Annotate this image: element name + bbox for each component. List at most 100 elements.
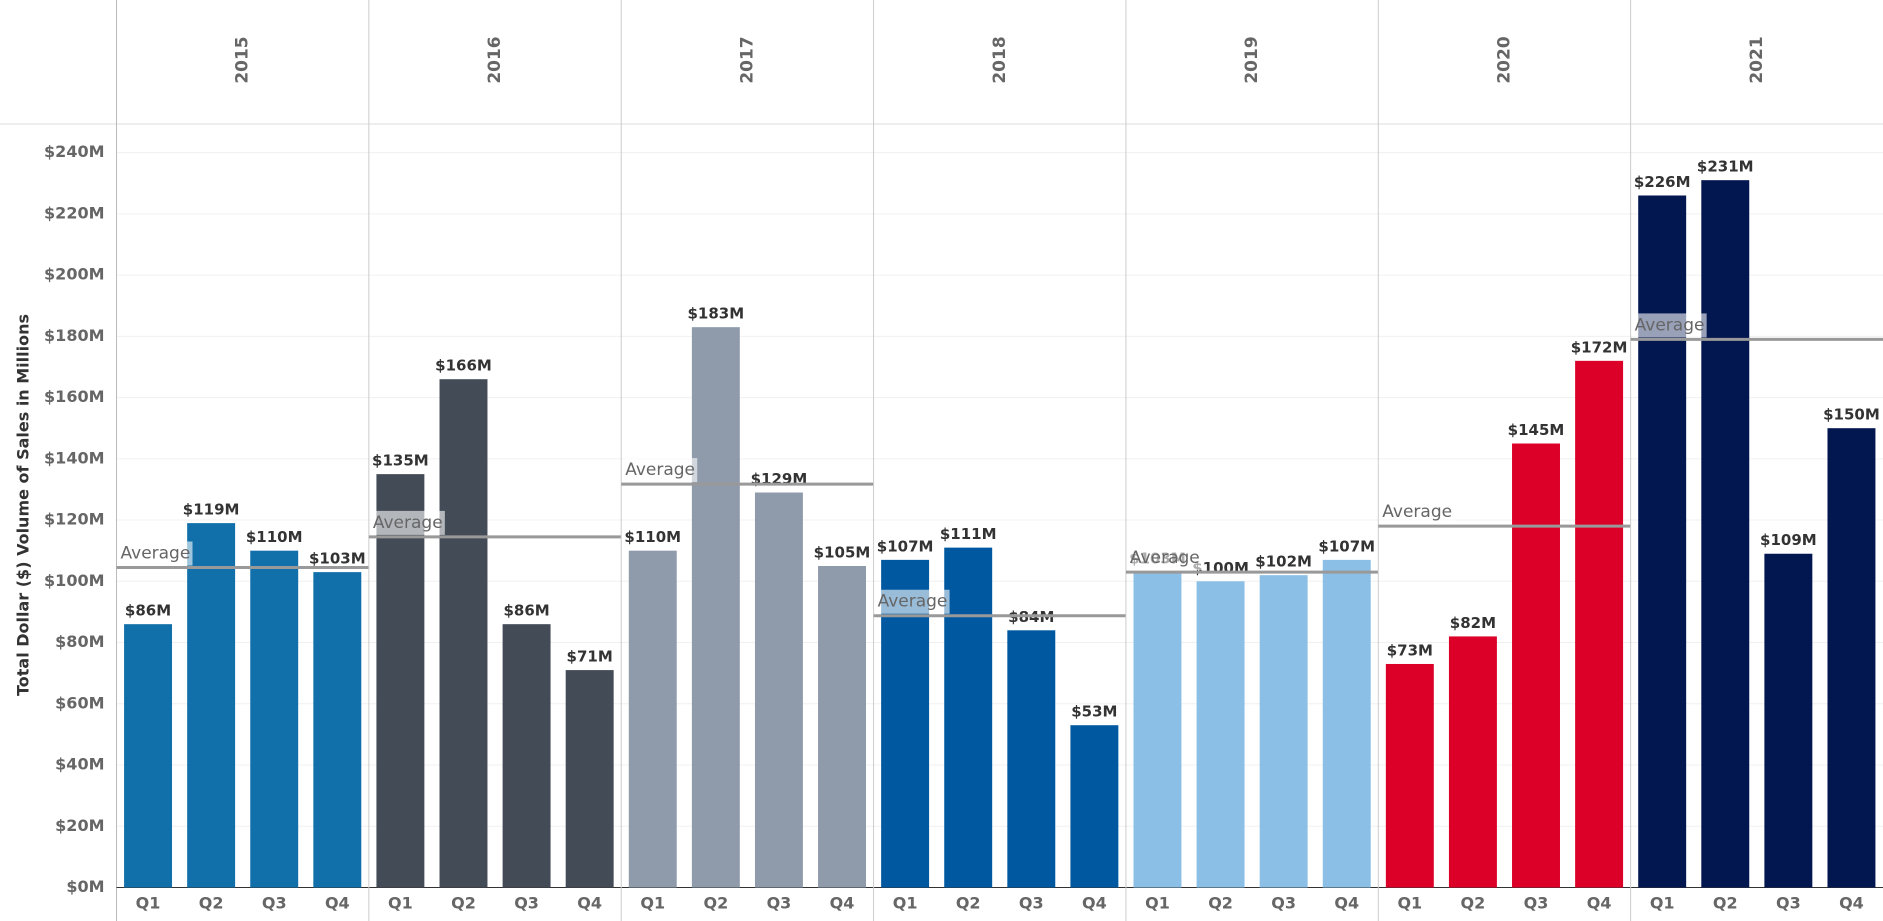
bar bbox=[502, 624, 551, 888]
average-label: Average bbox=[121, 544, 191, 564]
bar bbox=[691, 327, 740, 888]
x-tick-label: Q2 bbox=[703, 894, 728, 913]
bar bbox=[1512, 443, 1560, 888]
x-tick-label: Q1 bbox=[1397, 894, 1422, 913]
bar bbox=[1764, 553, 1813, 888]
value-label: $102M bbox=[1255, 553, 1312, 571]
value-label: $107M bbox=[1318, 537, 1375, 555]
value-label: $119M bbox=[183, 501, 240, 519]
y-tick-label: $160M bbox=[44, 387, 104, 406]
average-label: Average bbox=[625, 460, 695, 480]
y-tick-label: $120M bbox=[44, 510, 104, 529]
year-label: 2015 bbox=[233, 36, 253, 83]
value-label: $86M bbox=[125, 602, 171, 620]
y-tick-label: $100M bbox=[44, 571, 104, 590]
y-tick-label: $40M bbox=[55, 755, 104, 774]
x-tick-label: Q3 bbox=[767, 894, 792, 913]
value-label: $110M bbox=[624, 528, 681, 546]
bar bbox=[944, 547, 993, 888]
y-tick-label: $80M bbox=[55, 632, 104, 651]
value-label: $172M bbox=[1571, 338, 1628, 356]
value-label: $145M bbox=[1508, 421, 1565, 439]
x-tick-label: Q3 bbox=[1019, 894, 1044, 913]
y-axis-label: Total Dollar ($) Volume of Sales in Mill… bbox=[14, 314, 33, 696]
value-label: $105M bbox=[814, 543, 871, 561]
bar bbox=[818, 565, 867, 888]
average-label-bg bbox=[875, 589, 950, 614]
x-tick-label: Q4 bbox=[1082, 894, 1107, 913]
y-tick-label: $220M bbox=[44, 203, 104, 222]
y-tick-label: $60M bbox=[55, 693, 104, 712]
average-label-bg bbox=[623, 458, 698, 483]
x-tick-label: Q4 bbox=[1334, 894, 1359, 913]
x-tick-label: Q4 bbox=[1839, 894, 1864, 913]
x-tick-label: Q1 bbox=[893, 894, 918, 913]
value-label: $226M bbox=[1634, 173, 1691, 191]
y-tick-label: $20M bbox=[55, 816, 104, 835]
x-tick-label: Q2 bbox=[1713, 894, 1738, 913]
bar bbox=[187, 523, 236, 888]
y-tick-label: $200M bbox=[44, 265, 104, 284]
x-tick-label: Q1 bbox=[640, 894, 665, 913]
x-tick-label: Q2 bbox=[199, 894, 224, 913]
x-tick-label: Q3 bbox=[1271, 894, 1296, 913]
value-label: $183M bbox=[688, 305, 745, 323]
x-tick-label: Q4 bbox=[1587, 894, 1612, 913]
average-label-bg bbox=[1380, 500, 1455, 525]
bar bbox=[313, 572, 362, 888]
value-label: $166M bbox=[435, 357, 492, 375]
y-tick-label: $240M bbox=[44, 142, 104, 161]
y-tick-label: $140M bbox=[44, 448, 104, 467]
average-label: Average bbox=[373, 513, 443, 533]
value-label: $110M bbox=[246, 528, 303, 546]
value-label: $111M bbox=[940, 525, 997, 543]
year-label: 2019 bbox=[1242, 36, 1262, 83]
average-label-bg bbox=[1127, 546, 1202, 571]
bar bbox=[250, 550, 299, 888]
year-label: 2017 bbox=[737, 36, 757, 83]
value-label: $73M bbox=[1387, 641, 1433, 659]
year-label: 2020 bbox=[1494, 36, 1514, 83]
y-tick-label: $0M bbox=[66, 877, 104, 896]
x-tick-label: Q3 bbox=[1776, 894, 1801, 913]
x-tick-label: Q4 bbox=[325, 894, 350, 913]
year-label: 2016 bbox=[485, 36, 505, 83]
x-tick-label: Q2 bbox=[1208, 894, 1233, 913]
value-label: $103M bbox=[309, 550, 366, 568]
bar bbox=[439, 379, 488, 888]
x-tick-label: Q2 bbox=[1461, 894, 1486, 913]
bar bbox=[1575, 360, 1624, 888]
bar bbox=[1448, 636, 1497, 888]
average-label: Average bbox=[1635, 315, 1705, 335]
bar bbox=[1133, 572, 1182, 888]
year-label: 2018 bbox=[990, 36, 1010, 83]
bar bbox=[1322, 559, 1371, 888]
bar bbox=[376, 474, 425, 888]
bar bbox=[1259, 575, 1308, 888]
bar bbox=[1007, 630, 1056, 888]
year-label: 2021 bbox=[1747, 36, 1767, 83]
bar bbox=[754, 492, 803, 888]
value-label: $71M bbox=[567, 648, 613, 666]
x-tick-label: Q1 bbox=[388, 894, 413, 913]
bar bbox=[1196, 581, 1245, 888]
average-label: Average bbox=[1382, 502, 1452, 522]
x-tick-label: Q4 bbox=[577, 894, 602, 913]
x-tick-label: Q3 bbox=[262, 894, 287, 913]
value-label: $150M bbox=[1823, 406, 1880, 424]
x-tick-label: Q3 bbox=[514, 894, 539, 913]
value-label: $231M bbox=[1697, 158, 1754, 176]
value-label: $107M bbox=[877, 537, 934, 555]
x-tick-label: Q3 bbox=[1524, 894, 1549, 913]
value-label: $82M bbox=[1450, 614, 1496, 632]
average-label-bg bbox=[118, 541, 193, 566]
x-tick-label: Q1 bbox=[1145, 894, 1170, 913]
x-tick-label: Q1 bbox=[1650, 894, 1675, 913]
bar bbox=[1701, 180, 1750, 888]
bar bbox=[1385, 663, 1434, 888]
x-tick-label: Q1 bbox=[136, 894, 161, 913]
bar bbox=[124, 624, 173, 888]
bar bbox=[1638, 195, 1687, 888]
bar bbox=[1827, 428, 1876, 888]
